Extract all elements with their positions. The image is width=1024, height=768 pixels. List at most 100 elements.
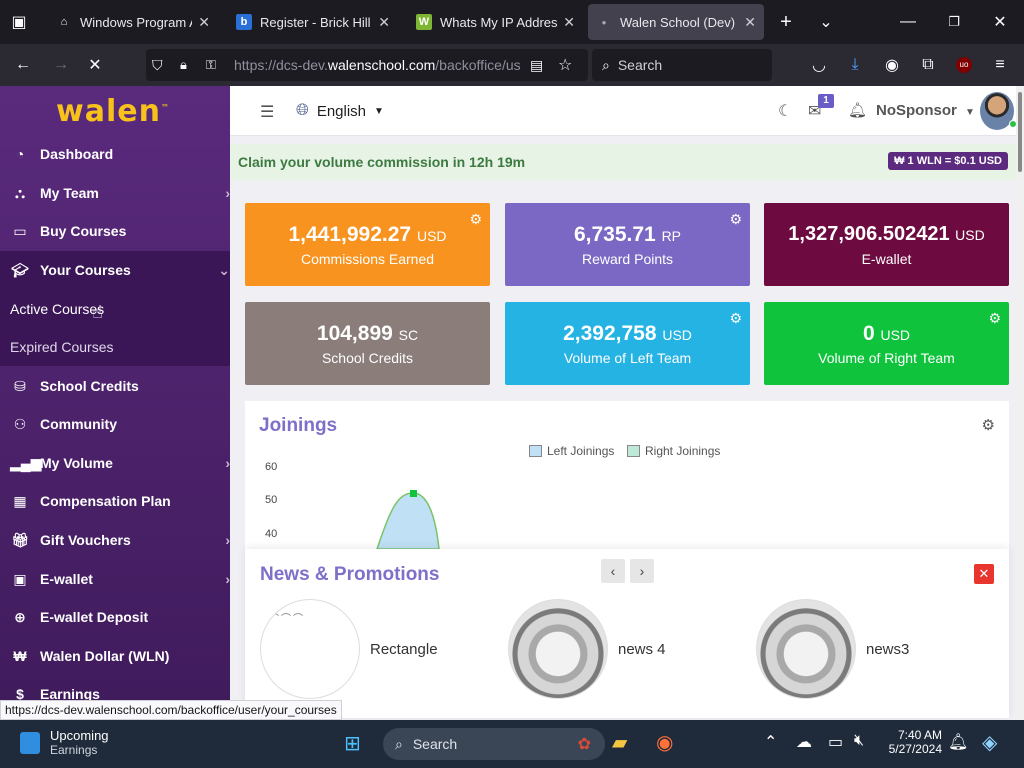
browser-nav-bar: ← → ✕ ⛉ 🔒︎ ⚿ https://dcs-dev.walenschool…	[0, 44, 1024, 86]
sidebar-item-label: Gift Vouchers	[40, 532, 131, 548]
shield-icon[interactable]: ⛉	[152, 56, 163, 73]
carousel-prev-button[interactable]: ‹	[601, 559, 625, 583]
firefox-icon[interactable]: ◉	[656, 732, 674, 754]
close-tab-icon[interactable]: ✕	[378, 13, 390, 30]
onedrive-offline-icon[interactable]: ☁	[796, 734, 812, 751]
sidebar-item-earnings[interactable]: $ Earnings	[0, 675, 230, 713]
copilot-icon[interactable]: ◈	[982, 732, 998, 754]
sidebar-item-buy-courses[interactable]: ▭ Buy Courses	[0, 212, 230, 250]
bookmark-star-icon[interactable]: ☆	[558, 57, 573, 74]
notification-bell-icon[interactable]: 🔔︎	[948, 734, 969, 751]
news-item-label: news3	[866, 640, 910, 658]
sidebar-item-my-team[interactable]: ⛬ My Team ›	[0, 174, 230, 212]
lock-icon[interactable]: 🔒︎	[180, 57, 187, 72]
card-label: Volume of Left Team	[563, 350, 692, 366]
sidebar-item-label: Your Courses	[40, 262, 131, 278]
tab-list-icon[interactable]: ⌄	[819, 14, 833, 31]
sidebar-item-my-volume[interactable]: ▂▄▆ My Volume ›	[0, 444, 230, 482]
card-e-wallet[interactable]: 1,327,906.502421 USD E-wallet	[764, 203, 1009, 286]
close-tab-icon[interactable]: ✕	[563, 13, 575, 30]
reader-view-icon[interactable]: ▤	[530, 56, 544, 73]
card-volume-left-team[interactable]: 2,392,758 USD Volume of Left Team ⚙	[505, 302, 750, 385]
volume-muted-icon[interactable]: 🔇︎	[854, 732, 865, 749]
windows-start-icon[interactable]: ⊞	[344, 733, 361, 755]
sidebar-item-e-wallet[interactable]: ▣ E-wallet ›	[0, 560, 230, 598]
tab-brick-hill[interactable]: b Register - Brick Hill ✕	[228, 4, 398, 40]
tab-walen-school[interactable]: ● Walen School (Dev) | O ✕	[588, 4, 764, 40]
tab-windows-program[interactable]: ⌂ Windows Program Arc ✕	[48, 4, 218, 40]
sidebar-item-school-credits[interactable]: ⛁ School Credits	[0, 367, 230, 405]
gear-icon[interactable]: ⚙	[469, 211, 482, 227]
downloads-icon[interactable]: ⤓	[851, 56, 859, 73]
close-tab-icon[interactable]: ✕	[198, 13, 210, 30]
tab-manager-icon[interactable]: ▣	[11, 14, 27, 31]
ublock-icon[interactable]: uo	[953, 54, 975, 76]
avatar[interactable]	[980, 92, 1014, 130]
card-volume-right-team[interactable]: 0 USD Volume of Right Team ⚙	[764, 302, 1009, 385]
menu-icon[interactable]: ≡	[995, 56, 1005, 73]
sidebar-item-gift-vouchers[interactable]: 🎁︎ Gift Vouchers ›	[0, 521, 230, 559]
bell-icon[interactable]: 🔔︎	[848, 102, 868, 119]
card-school-credits[interactable]: 104,899 SC School Credits	[245, 302, 490, 385]
sidebar-item-e-wallet-deposit[interactable]: ⊕ E-wallet Deposit	[0, 598, 230, 636]
card-value: 0	[862, 322, 875, 345]
card-reward-points[interactable]: 6,735.71 RP Reward Points ⚙	[505, 203, 750, 286]
account-icon[interactable]: ◉	[885, 57, 899, 74]
card-commissions-earned[interactable]: 1,441,992.27 USD Commissions Earned ⚙	[245, 203, 490, 286]
legend-left-joinings[interactable]: Left Joinings	[529, 444, 614, 458]
browser-search-box[interactable]: ⌕ Search	[592, 49, 772, 81]
url-bar[interactable]: ⛉ 🔒︎ ⚿ https://dcs-dev.walenschool.com/b…	[146, 49, 588, 81]
clock-time: 7:40 AM	[897, 728, 942, 742]
sidebar-item-label: Walen Dollar (WLN)	[40, 648, 170, 664]
sidebar-toggle-icon[interactable]: ☰	[260, 104, 275, 121]
language-selector[interactable]: 🌐︎ English ▼	[296, 102, 384, 120]
news-item-news-4[interactable]: news 4	[508, 599, 666, 699]
sidebar-subitem-active-courses[interactable]: Active Courses ☝︎	[0, 290, 230, 328]
sidebar-subitem-expired-courses[interactable]: Expired Courses	[0, 328, 230, 366]
legend-right-joinings[interactable]: Right Joinings	[627, 444, 720, 458]
widgets-button[interactable]: Upcoming Earnings	[20, 728, 109, 757]
forward-icon[interactable]: →	[53, 56, 69, 73]
url-text[interactable]: https://dcs-dev.walenschool.com/backoffi…	[234, 57, 524, 73]
gear-icon[interactable]: ⚙	[729, 310, 742, 326]
w-icon: W	[416, 14, 432, 30]
legend-swatch	[627, 445, 640, 457]
back-icon[interactable]: ←	[15, 56, 31, 73]
new-tab-icon[interactable]: +	[780, 10, 792, 33]
pocket-icon[interactable]: ◡	[812, 57, 826, 74]
close-window-icon[interactable]: ✕	[993, 14, 1007, 31]
card-unit: USD	[416, 228, 447, 244]
permissions-icon[interactable]: ⚿	[206, 57, 216, 72]
page-scrollbar[interactable]	[1016, 86, 1024, 718]
restore-icon[interactable]: ❐	[948, 14, 960, 29]
file-explorer-icon[interactable]: ▰	[612, 732, 628, 754]
stop-loading-icon[interactable]: ✕	[88, 57, 102, 74]
gear-icon[interactable]: ⚙	[981, 417, 995, 434]
news-title: News & Promotions	[260, 564, 440, 585]
taskbar-search[interactable]: ⌕ Search ✿	[383, 728, 605, 760]
sidebar-item-community[interactable]: ⚇ Community	[0, 405, 230, 443]
legend-swatch	[529, 445, 542, 457]
gear-icon[interactable]: ⚙	[988, 310, 1001, 326]
dark-mode-icon[interactable]: ☾	[778, 103, 793, 120]
sidebar-item-your-courses[interactable]: 🎓︎ Your Courses ⌄	[0, 251, 230, 289]
peak-data-point	[410, 490, 417, 497]
carousel-next-button[interactable]: ›	[630, 559, 654, 583]
close-news-button[interactable]: ✕	[974, 564, 994, 584]
system-clock[interactable]: 7:40 AM 5/27/2024	[880, 728, 942, 756]
sidebar-item-dashboard[interactable]: ◔ Dashboard	[0, 135, 230, 173]
tab-whats-my-ip[interactable]: W Whats My IP Address - ✕	[408, 4, 583, 40]
extensions-icon[interactable]: ⧉	[922, 56, 934, 73]
walen-logo[interactable]: walen™	[56, 94, 170, 129]
news-item-news3[interactable]: news3	[756, 599, 909, 699]
minimize-icon[interactable]: —	[900, 13, 916, 30]
sidebar-item-compensation-plan[interactable]: ▦ Compensation Plan	[0, 482, 230, 520]
sponsor-menu[interactable]: NoSponsor ▼	[876, 102, 975, 119]
scrollbar-thumb[interactable]	[1018, 92, 1022, 172]
sidebar-item-walen-dollar[interactable]: ₩ Walen Dollar (WLN)	[0, 637, 230, 675]
news-item-rectangle[interactable]: ⌒⌒⌒ Rectangle	[260, 599, 438, 699]
display-icon[interactable]: ▭	[828, 734, 844, 751]
chevron-up-icon[interactable]: ⌃	[764, 734, 778, 751]
gear-icon[interactable]: ⚙	[729, 211, 742, 227]
close-tab-icon[interactable]: ✕	[744, 13, 756, 30]
